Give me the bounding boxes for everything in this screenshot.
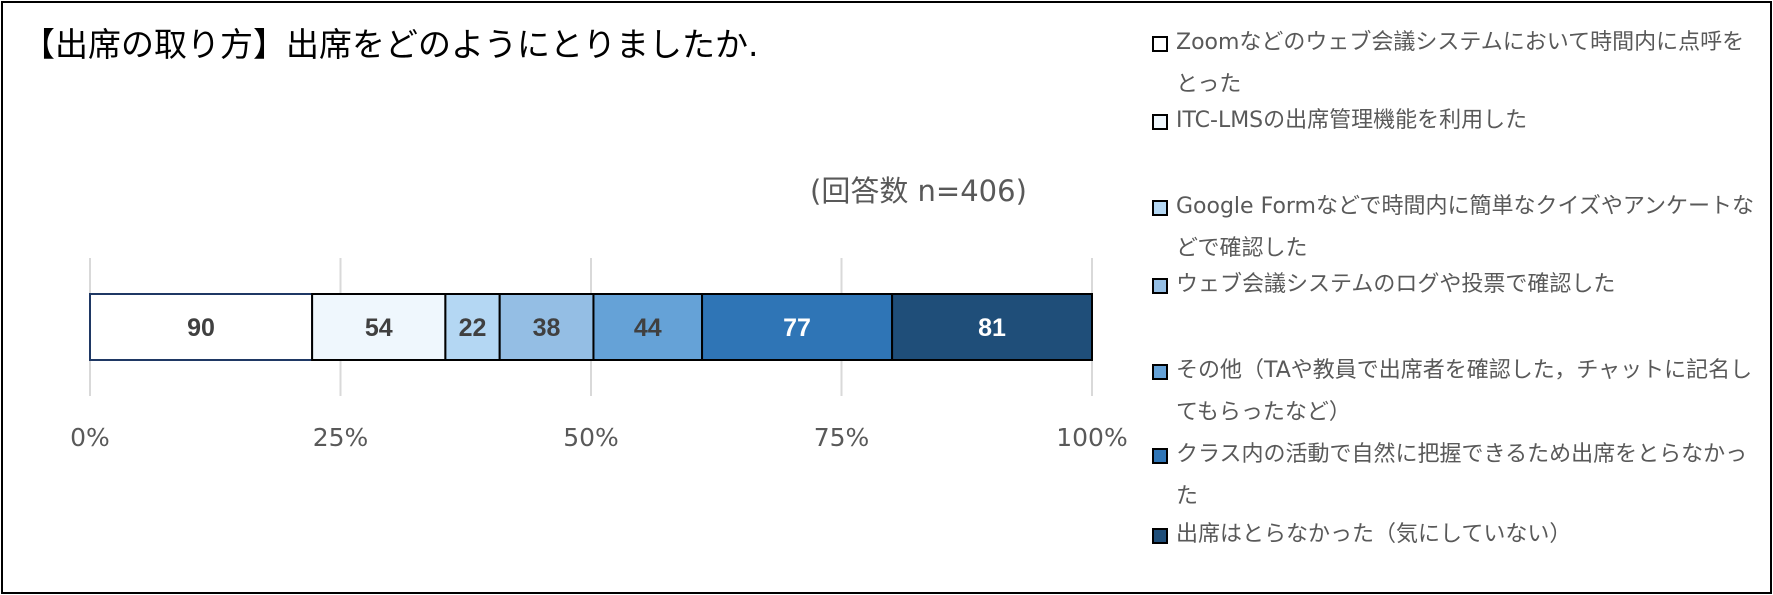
- legend-label: 出席はとらなかった（気にしていない）: [1176, 522, 1572, 547]
- legend-label: ITC-LMSの出席管理機能を利用した: [1176, 108, 1528, 133]
- legend-swatch: [1152, 36, 1168, 52]
- legend-label: ウェブ会議システムのログや投票で確認した: [1176, 272, 1616, 297]
- legend-label: Google Formなどで時間内に簡単なクイズやアンケートなどで確認した: [1176, 194, 1755, 261]
- respondent-count-label: (回答数 n=406): [810, 174, 1027, 208]
- legend-item: Google Formなどで時間内に簡単なクイズやアンケートなどで確認した: [1152, 186, 1762, 270]
- chart-title: 【出席の取り方】出席をどのようにとりましたか.: [22, 25, 759, 64]
- data-label: 81: [978, 314, 1006, 342]
- data-label: 22: [459, 314, 487, 342]
- legend-item: ITC-LMSの出席管理機能を利用した: [1152, 100, 1762, 142]
- bar-segment: [89, 293, 314, 361]
- bar-segment: [891, 293, 1093, 361]
- bar-segment: [311, 293, 447, 361]
- legend-label: その他（TAや教員で出席者を確認した，チャットに記名してもらったなど）: [1176, 358, 1753, 425]
- legend-swatch: [1152, 114, 1168, 130]
- legend-item: クラス内の活動で自然に把握できるため出席をとらなかった: [1152, 434, 1762, 518]
- legend-item: 出席はとらなかった（気にしていない）: [1152, 514, 1762, 556]
- x-tick-label: 25%: [313, 423, 369, 452]
- data-label: 38: [533, 314, 561, 342]
- legend-swatch: [1152, 448, 1168, 464]
- bar-segment: [444, 293, 501, 361]
- x-tick-label: 0%: [70, 423, 110, 452]
- data-label: 90: [187, 314, 215, 342]
- legend-label: Zoomなどのウェブ会議システムにおいて時間内に点呼をとった: [1176, 30, 1745, 97]
- legend-swatch: [1152, 364, 1168, 380]
- legend-swatch: [1152, 200, 1168, 216]
- data-label: 44: [634, 314, 662, 342]
- legend-swatch: [1152, 278, 1168, 294]
- data-label: 77: [783, 314, 811, 342]
- legend-item: Zoomなどのウェブ会議システムにおいて時間内に点呼をとった: [1152, 22, 1762, 106]
- x-tick-label: 75%: [814, 423, 870, 452]
- legend-swatch: [1152, 528, 1168, 544]
- bar-segment: [701, 293, 894, 361]
- legend-item: その他（TAや教員で出席者を確認した，チャットに記名してもらったなど）: [1152, 350, 1762, 434]
- legend-label: クラス内の活動で自然に把握できるため出席をとらなかった: [1176, 442, 1748, 509]
- bar-segment: [498, 293, 595, 361]
- x-tick-label: 100%: [1056, 423, 1127, 452]
- data-label: 54: [365, 314, 393, 342]
- x-tick-label: 50%: [563, 423, 619, 452]
- legend-item: ウェブ会議システムのログや投票で確認した: [1152, 264, 1762, 306]
